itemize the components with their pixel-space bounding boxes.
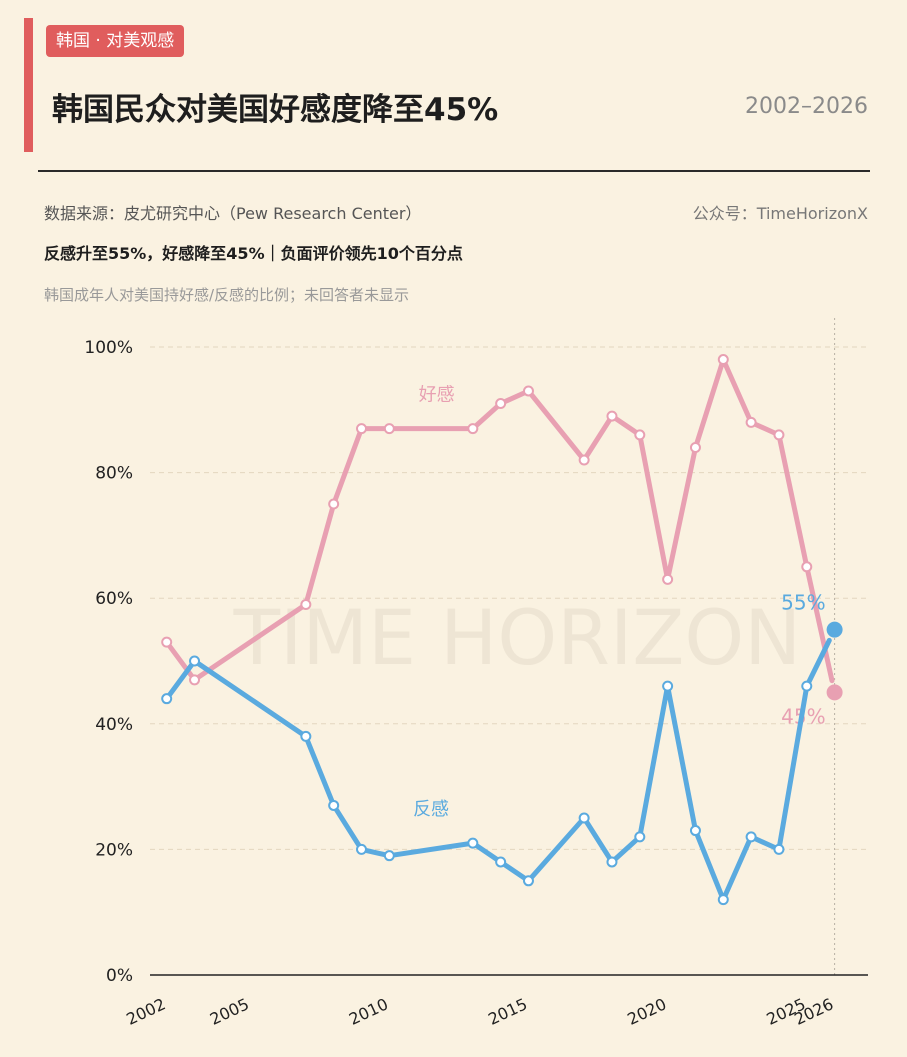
chart-title: 韩国民众对美国好感度降至45% — [52, 92, 499, 128]
data-point — [161, 693, 173, 705]
data-point — [745, 831, 757, 843]
data-point — [689, 441, 701, 453]
x-tick-label: 2015 — [485, 994, 530, 1028]
y-tick-label: 20% — [95, 840, 133, 860]
watermark: TIME HORIZON — [233, 593, 802, 682]
data-point — [495, 856, 507, 868]
data-point — [383, 850, 395, 862]
data-point — [356, 843, 368, 855]
data-point — [801, 680, 813, 692]
end-point — [826, 621, 843, 638]
data-point — [773, 429, 785, 441]
data-source: 数据来源：皮尤研究中心（Pew Research Center） — [44, 204, 422, 223]
data-point — [662, 573, 674, 585]
x-tick-label: 2020 — [624, 994, 669, 1028]
data-point — [356, 423, 368, 435]
x-tick-label: 2002 — [123, 994, 168, 1028]
data-point — [801, 561, 813, 573]
data-point — [383, 423, 395, 435]
data-point — [689, 825, 701, 837]
data-point — [578, 812, 590, 824]
data-point — [522, 385, 534, 397]
headline-summary: 反感升至55%，好感降至45%｜负面评价领先10个百分点 — [44, 244, 463, 263]
data-point — [161, 636, 173, 648]
topic-tag: 韩国 · 对美观感 — [46, 25, 185, 57]
line-chart: TIME HORIZON 0% 20% 40% 60% 80% 100% 2002 2005 20… — [84, 318, 868, 1029]
data-point — [634, 429, 646, 441]
y-tick-label: 100% — [84, 338, 133, 358]
end-point — [826, 684, 843, 701]
data-point — [717, 894, 729, 906]
header-divider — [38, 170, 870, 172]
data-point — [328, 799, 340, 811]
data-point — [328, 498, 340, 510]
y-tick-label: 40% — [95, 715, 133, 735]
chart-note: 韩国成年人对美国持好感/反感的比例；未回答者未显示 — [44, 286, 410, 304]
data-point — [300, 730, 312, 742]
data-point — [189, 674, 201, 686]
year-range: 2002–2026 — [745, 94, 868, 119]
x-tick-label: 2005 — [207, 994, 252, 1028]
data-point — [495, 398, 507, 410]
data-point — [467, 423, 479, 435]
data-point — [662, 680, 674, 692]
series-label: 反感 — [413, 799, 449, 820]
end-value-label: 55% — [781, 591, 825, 615]
y-tick-label: 0% — [106, 966, 133, 986]
data-point — [606, 410, 618, 422]
data-point — [773, 843, 785, 855]
accent-bar — [24, 18, 33, 152]
y-tick-label: 60% — [95, 589, 133, 609]
x-tick-label: 2010 — [346, 994, 391, 1028]
data-point — [745, 416, 757, 428]
data-point — [578, 454, 590, 466]
data-point — [606, 856, 618, 868]
data-point — [522, 875, 534, 887]
data-point — [189, 655, 201, 667]
account-credit: 公众号：TimeHorizonX — [692, 204, 868, 223]
data-point — [300, 598, 312, 610]
data-point — [467, 837, 479, 849]
data-point — [717, 354, 729, 366]
series-label: 好感 — [419, 384, 455, 405]
y-tick-label: 80% — [95, 464, 133, 484]
data-point — [634, 831, 646, 843]
